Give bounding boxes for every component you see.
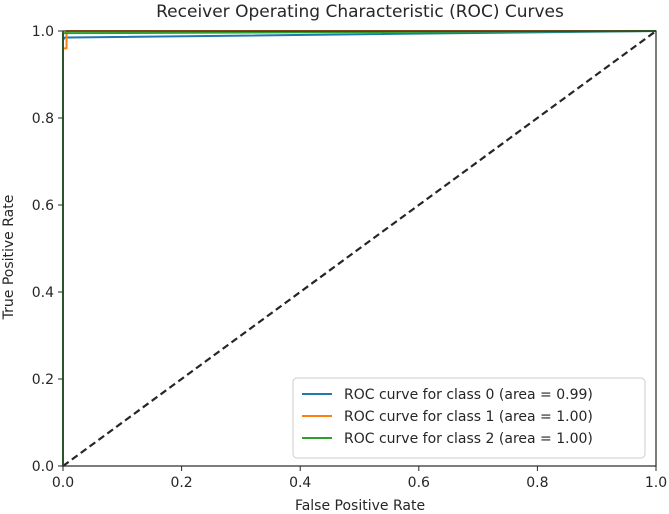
x-tick-label: 1.0 — [645, 475, 667, 491]
legend-box — [292, 377, 646, 459]
axes-frame — [62, 30, 657, 467]
y-tick-label: 0.4 — [32, 285, 54, 301]
x-axis-label: False Positive Rate — [295, 498, 425, 514]
y-tick-label: 0.6 — [32, 198, 54, 214]
chart-title: Receiver Operating Characteristic (ROC) … — [156, 2, 564, 22]
legend: ROC curve for class 0 (area = 0.99) ROC c… — [292, 377, 646, 459]
legend-label: ROC curve for class 2 (area = 1.00) — [344, 431, 593, 447]
legend-label: ROC curve for class 0 (area = 0.99) — [344, 387, 593, 403]
tick-layer: 0.0 0.2 0.4 0.6 0.8 1.0 0.0 0.2 0.4 0.6 0.8 1.0 — [32, 24, 667, 491]
x-tick-label: 0.4 — [289, 475, 311, 491]
y-tick-label: 0.0 — [32, 459, 54, 475]
chance-reference-line — [62, 30, 657, 467]
y-axis-label: True Positive Rate — [1, 195, 17, 321]
x-tick-label: 0.0 — [52, 475, 74, 491]
x-tick-label: 0.8 — [526, 475, 548, 491]
y-tick-label: 0.8 — [32, 111, 54, 127]
x-tick-label: 0.6 — [408, 475, 430, 491]
legend-label: ROC curve for class 1 (area = 1.00) — [344, 409, 593, 425]
y-tick-label: 1.0 — [32, 24, 54, 40]
y-tick-label: 0.2 — [32, 372, 54, 388]
x-tick-label: 0.2 — [170, 475, 192, 491]
